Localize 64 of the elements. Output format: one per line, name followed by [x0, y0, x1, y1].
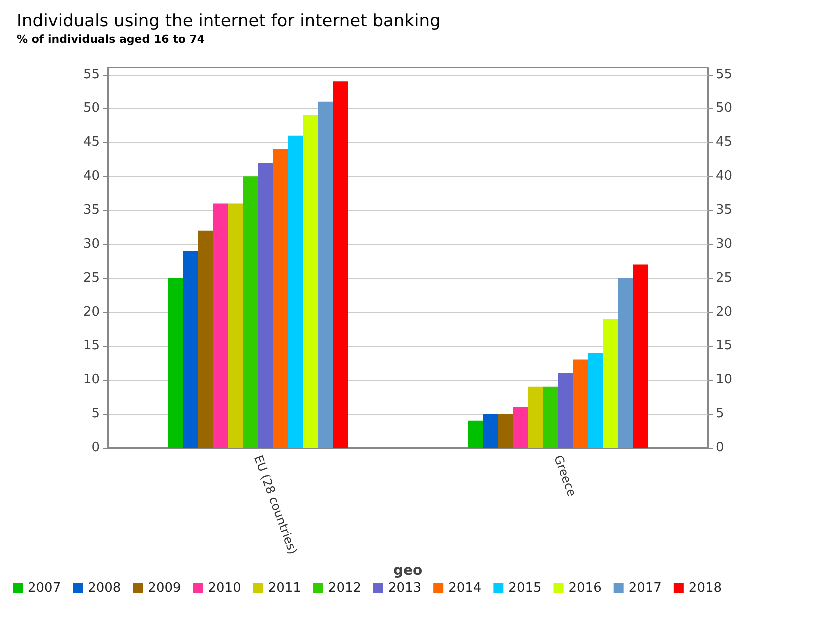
bar — [498, 414, 513, 448]
y2-tick-label: 40 — [716, 169, 733, 184]
bar — [558, 373, 573, 448]
legend-label: 2016 — [568, 581, 602, 596]
bar — [633, 264, 648, 448]
bar — [213, 204, 228, 448]
y-tick-label: 10 — [83, 372, 100, 388]
y2-tick-label: 0 — [716, 440, 724, 456]
y-tick-label: 25 — [83, 270, 100, 286]
y-tick-label: 0 — [92, 440, 100, 456]
bar — [528, 386, 543, 448]
bar — [468, 420, 483, 448]
y2-tick-label: 20 — [716, 304, 733, 320]
legend-label: 2013 — [388, 581, 422, 596]
bar — [483, 414, 498, 448]
y-tick-label: 5 — [92, 406, 100, 422]
bar — [228, 204, 243, 448]
bar — [543, 386, 558, 448]
bar — [618, 278, 633, 448]
legend-label: 2017 — [628, 581, 662, 596]
y2-tick-label: 45 — [716, 135, 733, 150]
y2-tick-label: 35 — [716, 203, 733, 218]
y-tick-label: 45 — [83, 135, 100, 150]
legend-label: 2012 — [328, 581, 362, 596]
x-axis-title: geo — [393, 562, 423, 579]
y-tick-label: 55 — [83, 67, 100, 82]
y2-tick-label: 25 — [716, 270, 733, 286]
y-tick-label: 50 — [83, 101, 100, 116]
legend-label: 2011 — [268, 581, 302, 596]
bar — [603, 319, 618, 448]
bar — [168, 278, 183, 448]
y-tick-label: 15 — [83, 338, 100, 354]
y2-tick-label: 15 — [716, 338, 733, 354]
y2-tick-label: 10 — [716, 372, 733, 388]
y2-tick-label: 30 — [716, 236, 733, 252]
y-tick-label: 40 — [83, 169, 100, 184]
bar — [333, 82, 348, 448]
bar — [198, 230, 213, 448]
y2-tick-label: 5 — [716, 406, 724, 422]
bar — [513, 407, 528, 448]
legend-label: 2010 — [208, 581, 242, 596]
legend-label: 2015 — [508, 581, 542, 596]
legend-label: 2018 — [688, 581, 722, 596]
y-tick-label: 35 — [83, 203, 100, 218]
chart-title: Individuals using the internet for internet banking — [17, 12, 441, 32]
x-tick-label: Greece — [551, 454, 580, 499]
bar — [258, 163, 273, 448]
bar — [273, 149, 288, 448]
legend-label: 2007 — [28, 581, 62, 596]
chart-subtitle: % of individuals aged 16 to 74 — [17, 33, 206, 46]
bar — [588, 353, 603, 448]
y2-tick-label: 55 — [716, 67, 733, 82]
y-tick-label: 20 — [83, 304, 100, 320]
y-tick-label: 30 — [83, 236, 100, 252]
bar — [243, 176, 258, 448]
bar — [303, 116, 318, 448]
bar — [318, 102, 333, 448]
legend-label: 2014 — [448, 581, 482, 596]
bar — [573, 360, 588, 448]
legend-label: 2008 — [88, 581, 122, 596]
bar — [183, 251, 198, 448]
y2-tick-label: 50 — [716, 101, 733, 116]
legend-label: 2009 — [148, 581, 182, 596]
bar — [288, 136, 303, 448]
